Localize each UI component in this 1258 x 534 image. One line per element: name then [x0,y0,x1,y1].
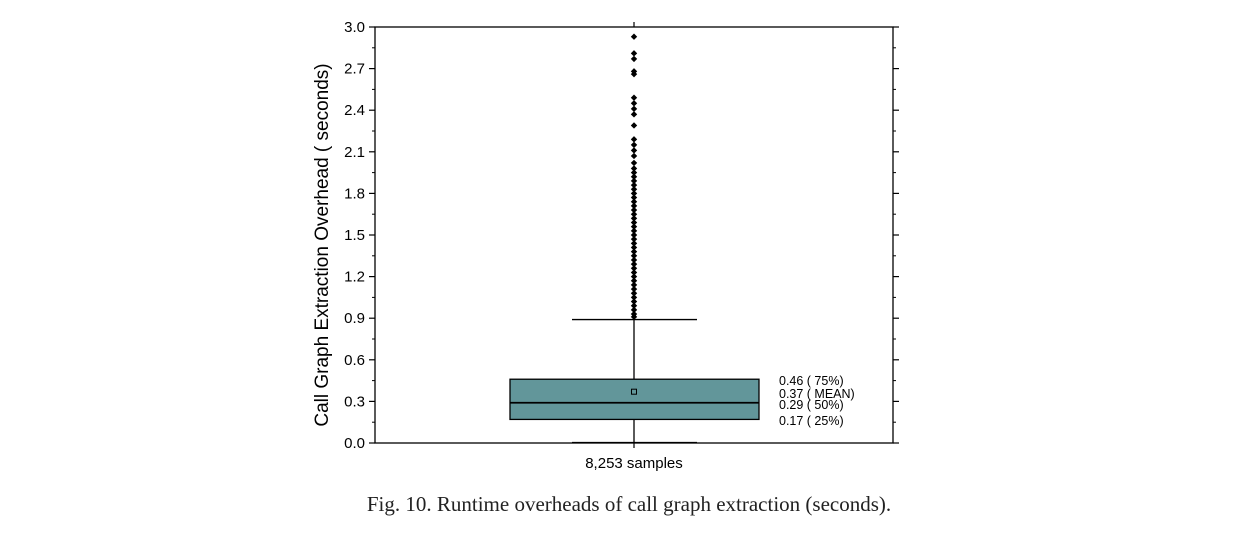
outlier-point [630,165,638,172]
outlier-point [630,159,638,167]
y-tick-label: 1.2 [344,269,365,286]
box-annotations: 0.46 ( 75%)0.37 ( MEAN)0.29 ( 50%) 0.17 (… [779,374,855,428]
outlier-point [630,240,638,247]
outlier-point [630,141,638,149]
outlier-point [630,298,638,305]
y-tick-label: 0.3 [344,393,365,410]
annotation-label: 0.29 ( 50%) [779,398,844,412]
figure-caption: Fig. 10. Runtime overheads of call graph… [366,492,892,516]
y-tick-label: 2.7 [344,61,365,78]
outlier-point [630,223,638,230]
outlier-point [630,50,638,57]
y-tick-label: 2.4 [344,102,365,119]
outlier-point [630,215,638,222]
outlier-point [630,105,638,113]
y-axis-label: Call Graph Extraction Overhead ( seconds… [312,63,333,426]
y-tick-label: 0.6 [344,352,365,369]
outlier-point [630,265,638,272]
outlier-point [630,147,638,154]
outlier-point [630,169,638,176]
outlier-point [630,177,638,185]
outlier-point [630,219,638,226]
outlier-point [630,152,638,160]
y-tick-label: 1.5 [344,227,365,244]
outlier-point [630,290,638,297]
outlier-point [630,206,638,214]
outlier-point [630,173,638,180]
annotation-label: 0.46 ( 75%) [779,374,844,388]
y-axis-ticks: 0.0 0.3 0.6 0.9 1.2 1.5 1.8 2.1 2.4 2.7 3.0 [344,19,899,452]
interquartile-box [509,378,760,421]
outlier-point [630,277,638,284]
y-tick-label: 0.0 [344,435,365,452]
outlier-point [630,202,638,210]
outlier-point [630,269,638,276]
x-category-label: 8,253 samples [585,455,683,472]
outlier-point [630,302,638,309]
outlier-point [630,294,638,301]
outlier-point [630,55,638,63]
annotation-label: 0.37 ( MEAN) [779,387,855,401]
outlier-point [630,181,638,189]
outlier-point [630,306,638,314]
outlier-point [630,256,638,264]
outlier-point [630,33,638,40]
outlier-point [630,194,638,201]
outlier-point [630,186,638,193]
y-tick-label: 2.1 [344,144,365,161]
y-tick-label: 0.9 [344,310,365,327]
outlier-point [630,70,638,78]
outlier-point [630,244,638,251]
y-tick-label: 3.0 [344,19,365,36]
outlier-point [630,111,638,118]
y-tick-label: 1.8 [344,185,365,202]
outlier-point [630,260,638,268]
mean-marker [631,388,637,395]
outlier-point [630,252,638,259]
outlier-point [630,285,638,293]
outlier-point [630,100,638,107]
outlier-point [630,248,638,255]
box-plot [509,318,760,444]
outlier-point [630,94,638,101]
annotation-label: 0.17 ( 25%) [779,414,844,428]
outlier-point [630,136,638,143]
outlier-point [630,235,638,243]
outlier-point [630,231,638,239]
outlier-point [630,122,638,129]
box-plot-chart: 0.0 0.3 0.6 0.9 1.2 1.5 1.8 2.1 2.4 2.7 3.0 0.46 (… [312,19,899,472]
outliers [630,33,638,321]
outlier-point [630,227,638,235]
outlier-point [630,281,638,289]
outlier-point [630,198,638,205]
outlier-point [630,190,638,197]
outlier-point [630,313,638,321]
outlier-point [630,211,638,218]
outlier-point [630,273,638,280]
